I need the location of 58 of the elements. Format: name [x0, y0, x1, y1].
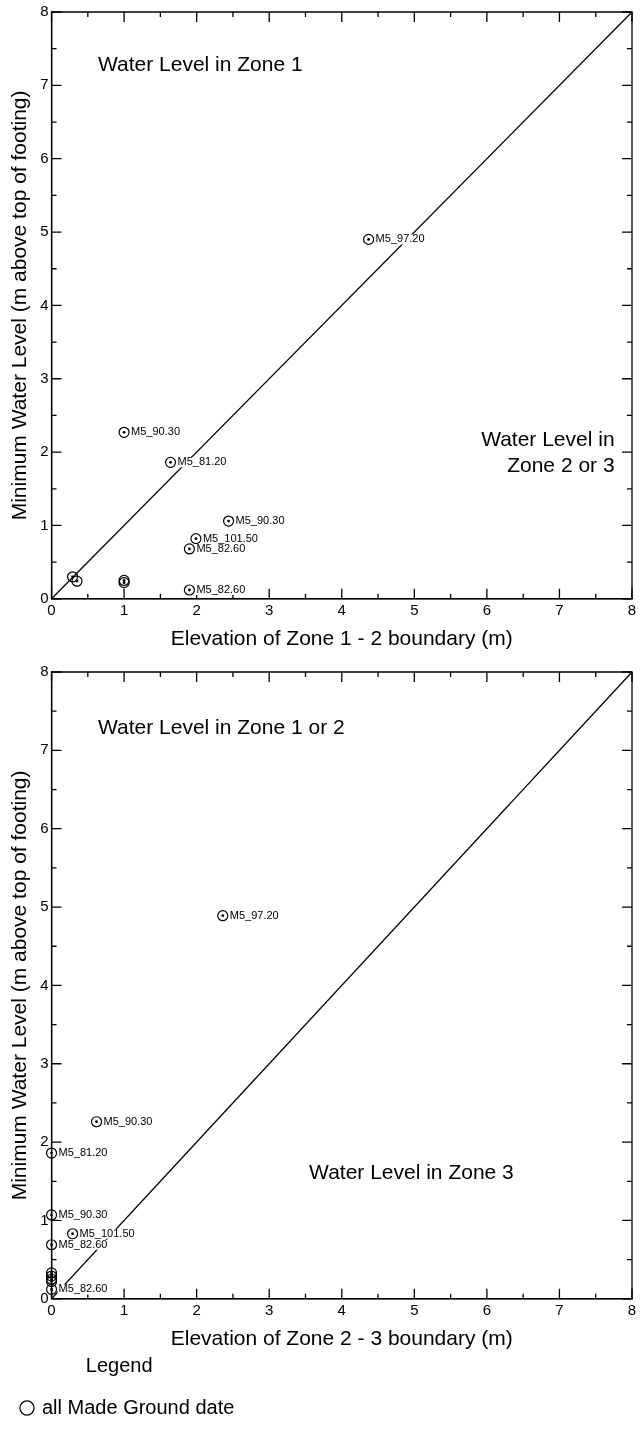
- y-tick-label: 0: [40, 1288, 49, 1306]
- data-label: M5_90.30: [131, 425, 181, 438]
- x-tick-label: 7: [555, 1300, 564, 1318]
- y-tick-label: 1: [40, 515, 49, 533]
- x-tick-label: 2: [192, 1300, 201, 1318]
- y-tick-label: 7: [40, 75, 49, 93]
- y-axis-title: Minimum Water Level (m above top of footing): [7, 90, 31, 521]
- x-tick-label: 8: [627, 600, 637, 618]
- y-tick-label: 3: [40, 368, 49, 386]
- data-label: M5_81.20: [58, 1146, 108, 1159]
- data-label: M5_101.50: [79, 1226, 135, 1239]
- y-axis-title: Minimum Water Level (m above top of footing): [7, 770, 31, 1201]
- data-label: M5_90.30: [103, 1114, 153, 1127]
- x-tick-label: 6: [482, 600, 492, 618]
- x-tick-label: 7: [555, 600, 564, 618]
- y-tick-label: 7: [40, 740, 49, 758]
- x-tick-label: 4: [337, 1300, 346, 1318]
- annotation: Water Level in Zone 3: [309, 1160, 514, 1184]
- annotation: Water Level in Zone 2 or 3: [481, 427, 615, 477]
- data-label: M5_90.30: [58, 1208, 108, 1220]
- x-axis-title: Elevation of Zone 1 - 2 boundary (m): [170, 626, 513, 650]
- y-tick-label: 5: [40, 897, 49, 915]
- x-tick-label: 3: [265, 1300, 274, 1318]
- annotation: Water Level in Zone 1 or 2: [97, 715, 345, 739]
- legend-title: Legend: [85, 1353, 153, 1376]
- y-tick-label: 4: [40, 295, 49, 313]
- data-label: M5_82.60: [58, 1237, 108, 1250]
- legend-label: all Made Ground date: [42, 1395, 235, 1418]
- data-label: M5_82.60: [196, 583, 246, 596]
- y-tick-label: 5: [40, 222, 49, 240]
- data-label: M5_82.60: [58, 1282, 108, 1295]
- y-tick-label: 8: [40, 662, 49, 680]
- data-label: M5_101.50: [202, 531, 258, 544]
- y-tick-label: 6: [40, 818, 49, 836]
- y-tick-label: 2: [40, 442, 49, 460]
- x-tick-label: 6: [482, 1300, 492, 1318]
- x-tick-label: 3: [265, 600, 274, 618]
- x-tick-label: 1: [119, 1300, 129, 1318]
- x-tick-label: 8: [627, 1300, 637, 1318]
- x-tick-label: 5: [410, 600, 419, 618]
- data-label: M5_82.60: [196, 541, 246, 554]
- x-tick-label: 2: [192, 600, 201, 618]
- y-tick-label: 1: [40, 1210, 49, 1228]
- x-tick-label: 5: [410, 1300, 419, 1318]
- y-tick-label: 6: [40, 148, 49, 166]
- x-tick-label: 4: [337, 600, 346, 618]
- data-label: M5_97.20: [229, 908, 279, 921]
- y-tick-label: 8: [40, 2, 49, 20]
- y-tick-label: 0: [40, 588, 49, 606]
- y-tick-label: 3: [40, 1053, 49, 1071]
- y-tick-label: 4: [40, 975, 49, 993]
- data-label: M5_81.20: [177, 455, 227, 468]
- data-label: M5_90.30: [235, 514, 285, 527]
- x-axis-title: Elevation of Zone 2 - 3 boundary (m): [170, 1326, 513, 1350]
- x-tick-label: 1: [119, 600, 129, 618]
- y-tick-label: 2: [40, 1132, 49, 1150]
- data-label: M5_97.20: [375, 232, 425, 245]
- annotation: Water Level in Zone 1: [97, 51, 303, 75]
